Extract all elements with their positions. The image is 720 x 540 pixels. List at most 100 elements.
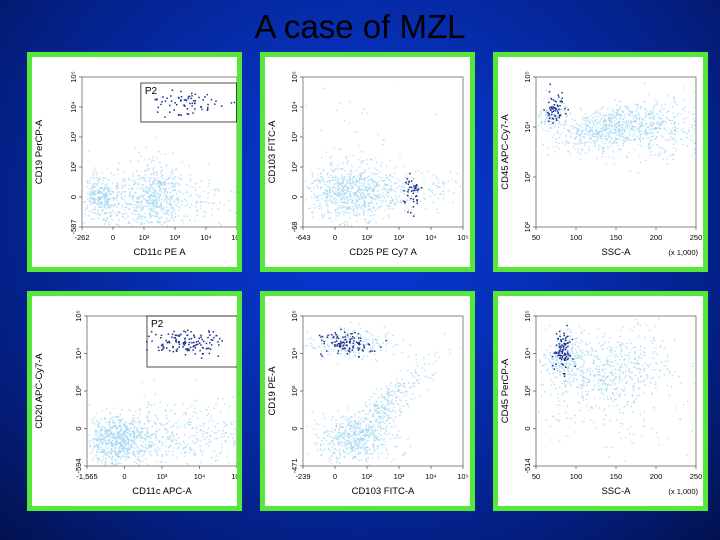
event-dot: [342, 188, 344, 190]
event-dot: [163, 182, 165, 184]
event-dot: [352, 449, 354, 452]
event-dot: [367, 457, 370, 459]
event-dot: [345, 197, 347, 199]
event-dot: [123, 455, 125, 458]
event-dot: [407, 196, 410, 199]
event-dot: [633, 139, 635, 141]
event-dot: [172, 152, 174, 154]
event-dot: [667, 139, 669, 141]
event-dot: [115, 195, 118, 198]
event-dot: [166, 454, 169, 456]
event-dot: [118, 211, 121, 213]
event-dot: [148, 451, 150, 453]
event-dot: [656, 113, 658, 115]
event-dot: [343, 198, 345, 200]
event-dot: [589, 132, 591, 134]
event-dot: [101, 172, 104, 174]
event-dot: [672, 158, 674, 160]
event-dot: [380, 426, 383, 429]
event-dot: [633, 128, 635, 131]
gated-event-dot: [197, 343, 199, 345]
event-dot: [360, 436, 362, 438]
event-dot: [118, 423, 120, 425]
event-dot: [611, 126, 613, 128]
event-dot: [335, 423, 338, 425]
event-dot: [108, 193, 110, 196]
event-dot: [635, 115, 637, 117]
event-dot: [353, 415, 356, 417]
event-dot: [380, 205, 382, 207]
event-dot: [670, 129, 672, 131]
event-dot: [107, 433, 109, 435]
event-dot: [137, 215, 140, 217]
event-dot: [620, 100, 622, 102]
event-dot: [623, 131, 625, 133]
event-dot: [410, 195, 413, 198]
event-dot: [357, 181, 359, 183]
event-dot: [375, 410, 377, 412]
event-dot: [334, 429, 336, 432]
event-dot: [432, 174, 435, 176]
event-dot: [128, 195, 131, 198]
event-dot: [397, 202, 399, 204]
event-dot: [123, 425, 125, 428]
event-dot: [588, 146, 590, 148]
event-dot: [344, 441, 347, 444]
event-dot: [131, 419, 133, 422]
event-dot: [359, 411, 361, 413]
event-dot: [169, 435, 172, 438]
event-dot: [139, 187, 142, 189]
event-dot: [99, 439, 102, 441]
gated-event-dot: [193, 345, 195, 347]
event-dot: [352, 457, 354, 460]
event-dot: [114, 212, 116, 214]
event-dot: [125, 212, 128, 214]
event-dot: [692, 140, 694, 142]
event-dot: [366, 451, 368, 453]
gated-event-dot: [197, 340, 199, 343]
event-dot: [357, 446, 359, 448]
event-dot: [311, 171, 313, 174]
event-dot: [155, 422, 157, 425]
event-dot: [347, 432, 349, 434]
event-dot: [331, 195, 333, 197]
event-dot: [652, 144, 654, 146]
event-dot: [193, 220, 196, 222]
gated-event-dot: [182, 342, 185, 344]
event-dot: [661, 117, 663, 120]
event-dot: [124, 432, 126, 435]
event-dot: [326, 434, 329, 436]
event-dot: [161, 199, 163, 201]
event-dot: [118, 435, 120, 437]
event-dot: [336, 167, 338, 169]
event-dot: [337, 432, 339, 435]
x-tick-label: -262: [74, 233, 89, 242]
event-dot: [605, 120, 607, 122]
event-dot: [105, 207, 107, 209]
event-dot: [347, 447, 349, 449]
event-dot: [594, 119, 596, 122]
x-axis-label: CD11c PE A: [133, 247, 186, 258]
event-dot: [134, 146, 137, 149]
event-dot: [573, 148, 576, 150]
event-dot: [140, 210, 142, 213]
event-dot: [339, 462, 341, 464]
event-dot: [352, 176, 354, 179]
event-dot: [194, 187, 196, 189]
event-dot: [149, 205, 152, 208]
flow-plot-cd19-vs-cd103: -239 0 10² 10³ 10⁴ 10⁵ -471 0 10³ 10⁴ 10⁵ CD103 FIT…: [260, 291, 475, 511]
event-dot: [332, 185, 334, 188]
event-dot: [203, 190, 206, 193]
event-dot: [191, 405, 193, 407]
event-dot: [100, 441, 103, 443]
event-dot: [222, 430, 224, 432]
event-dot: [322, 215, 324, 218]
event-dot: [392, 207, 394, 210]
event-dot: [90, 195, 92, 197]
event-dot: [157, 206, 159, 209]
event-dot: [146, 190, 148, 192]
event-dot: [169, 192, 171, 194]
event-dot: [335, 419, 337, 421]
event-dot: [359, 452, 362, 454]
event-dot: [128, 422, 130, 424]
